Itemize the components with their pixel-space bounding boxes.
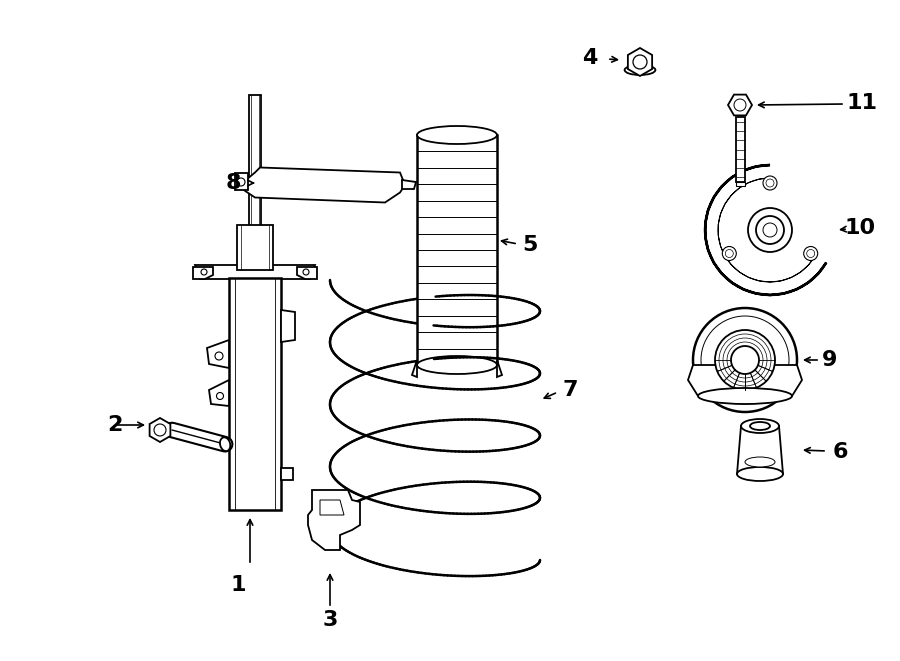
Circle shape bbox=[715, 330, 775, 390]
FancyBboxPatch shape bbox=[237, 225, 273, 270]
Ellipse shape bbox=[741, 419, 779, 433]
Circle shape bbox=[633, 55, 647, 69]
Text: 1: 1 bbox=[230, 575, 246, 595]
Text: 3: 3 bbox=[322, 610, 338, 630]
FancyBboxPatch shape bbox=[735, 182, 744, 186]
Polygon shape bbox=[240, 167, 405, 202]
Ellipse shape bbox=[737, 467, 783, 481]
Circle shape bbox=[701, 316, 789, 404]
Polygon shape bbox=[149, 418, 170, 442]
Polygon shape bbox=[705, 165, 826, 295]
Polygon shape bbox=[195, 265, 315, 279]
FancyBboxPatch shape bbox=[735, 117, 744, 182]
Circle shape bbox=[804, 247, 818, 260]
Ellipse shape bbox=[698, 388, 792, 404]
Ellipse shape bbox=[220, 438, 230, 451]
Ellipse shape bbox=[625, 65, 655, 75]
Ellipse shape bbox=[417, 356, 497, 374]
FancyBboxPatch shape bbox=[249, 95, 261, 235]
Circle shape bbox=[806, 249, 814, 258]
Text: 10: 10 bbox=[844, 218, 876, 238]
Polygon shape bbox=[737, 426, 783, 474]
Ellipse shape bbox=[745, 457, 775, 467]
Circle shape bbox=[748, 208, 792, 252]
Polygon shape bbox=[308, 490, 360, 550]
Polygon shape bbox=[281, 310, 295, 342]
Text: 6: 6 bbox=[832, 442, 848, 462]
Polygon shape bbox=[402, 180, 416, 189]
Circle shape bbox=[154, 424, 166, 436]
Circle shape bbox=[303, 269, 309, 275]
Circle shape bbox=[725, 249, 734, 258]
Polygon shape bbox=[297, 267, 317, 279]
Circle shape bbox=[734, 99, 746, 111]
Circle shape bbox=[756, 216, 784, 244]
FancyBboxPatch shape bbox=[229, 278, 281, 510]
Circle shape bbox=[766, 179, 774, 187]
Polygon shape bbox=[688, 365, 802, 396]
Text: 4: 4 bbox=[582, 48, 598, 68]
Circle shape bbox=[237, 178, 245, 186]
Polygon shape bbox=[209, 380, 229, 406]
Text: 2: 2 bbox=[107, 415, 122, 435]
Circle shape bbox=[201, 269, 207, 275]
Circle shape bbox=[723, 247, 736, 260]
Ellipse shape bbox=[750, 422, 770, 430]
Text: 9: 9 bbox=[823, 350, 838, 370]
Polygon shape bbox=[193, 267, 213, 279]
Polygon shape bbox=[281, 468, 293, 480]
Circle shape bbox=[217, 393, 223, 399]
Circle shape bbox=[693, 308, 797, 412]
Circle shape bbox=[763, 176, 777, 190]
Ellipse shape bbox=[417, 126, 497, 144]
Polygon shape bbox=[497, 360, 502, 377]
Polygon shape bbox=[628, 48, 652, 76]
Circle shape bbox=[215, 352, 223, 360]
Circle shape bbox=[763, 223, 777, 237]
Polygon shape bbox=[718, 178, 815, 282]
Polygon shape bbox=[728, 95, 752, 116]
Polygon shape bbox=[207, 340, 229, 368]
Polygon shape bbox=[412, 360, 417, 377]
Text: 11: 11 bbox=[847, 93, 878, 113]
FancyBboxPatch shape bbox=[417, 135, 497, 365]
Polygon shape bbox=[320, 500, 344, 515]
Text: 8: 8 bbox=[225, 173, 241, 193]
Text: 7: 7 bbox=[562, 380, 578, 400]
Polygon shape bbox=[235, 173, 248, 190]
Text: 5: 5 bbox=[522, 235, 537, 255]
Circle shape bbox=[731, 346, 759, 374]
